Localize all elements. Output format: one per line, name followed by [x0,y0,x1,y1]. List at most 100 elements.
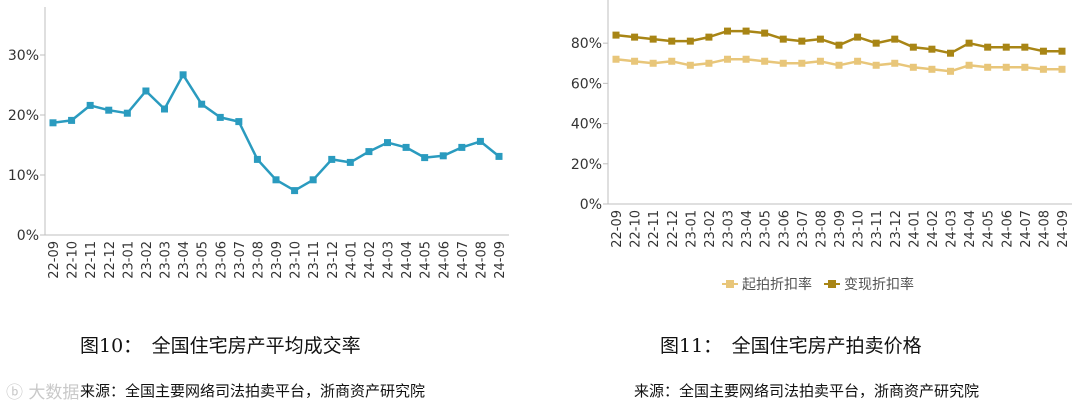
data-point [891,59,899,67]
x-tick-label: 24-07 [1019,210,1034,248]
x-tick-label: 23-02 [140,241,155,279]
data-point [1002,43,1010,51]
data-point [402,143,410,151]
x-tick-label: 24-04 [400,241,415,279]
y-tick-label: 0% [17,228,39,244]
data-point [1058,65,1066,73]
data-point [779,59,787,67]
x-tick-label: 23-06 [214,241,229,279]
y-tick-label: 0% [580,197,602,213]
data-point [705,33,713,41]
figure-caption-10: 图10： 全国住宅房产平均成交率 [80,335,361,357]
x-tick-label: 24-08 [1037,210,1052,248]
chart-auction-price-discount: 0% 20% 40% 60% 80% 22-09 22-10 22-11 22-12 23-01 2… [571,0,1072,293]
data-point [928,65,936,73]
x-tick-label: 24-06 [1000,210,1015,248]
data-point [854,33,862,41]
x-tick-label: 23-07 [796,210,811,248]
data-point [909,63,917,71]
data-point [872,39,880,47]
x-tick-label: 23-03 [722,210,737,248]
x-tick-label: 23-12 [326,241,341,279]
data-point [835,61,843,69]
data-point [198,100,206,108]
x-tick-label: 24-01 [344,241,359,279]
legend-label: 变现折扣率 [844,276,914,293]
data-point [235,118,243,126]
source-note-right: 来源：全国主要网络司法拍卖平台，浙商资产研究院 [634,382,980,400]
data-point [1039,65,1047,73]
data-point [86,101,94,109]
x-tick-label: 24-02 [363,241,378,279]
data-point [724,55,731,63]
data-point [742,55,750,63]
x-tick-label: 23-12 [889,210,904,248]
x-tick-label: 23-04 [740,210,755,248]
x-tick-label: 23-05 [759,210,774,248]
data-point [984,63,992,71]
data-point [816,35,824,43]
data-point [439,152,447,160]
data-point [365,148,373,156]
x-tick-label: 23-10 [289,241,304,279]
data-point [161,105,168,113]
data-point [761,29,769,37]
x-tick-label: 24-02 [926,210,941,248]
x-tick-label: 24-08 [474,241,489,279]
x-tick-label: 22-11 [647,210,662,248]
data-point [816,57,824,65]
x-tick-label: 23-09 [270,241,285,279]
data-point [1021,43,1029,51]
data-point [631,33,639,41]
data-point [1058,47,1066,55]
x-tick-label: 22-10 [66,241,81,279]
data-point [1021,63,1029,71]
data-point [649,59,657,67]
data-point [458,143,466,151]
data-point [123,109,131,117]
x-tick-label: 24-05 [982,210,997,248]
x-tick-label: 23-02 [703,210,718,248]
data-point [965,39,973,47]
data-point [346,158,354,166]
data-point [965,61,973,69]
data-point [909,43,917,51]
data-point [1039,47,1047,55]
data-point [328,155,336,163]
data-point [476,137,484,145]
x-tick-label: 22-09 [610,210,625,248]
x-tick-label: 24-07 [456,241,471,279]
x-tick-label: 23-08 [251,241,266,279]
y-tick-label: 10% [8,168,39,184]
y-tick-label: 20% [8,108,39,124]
data-point [291,187,299,195]
x-tick-label: 23-09 [833,210,848,248]
data-point [105,106,113,114]
x-tick-label: 23-01 [684,210,699,248]
x-tick-label: 24-09 [493,241,508,279]
data-point [142,87,150,95]
watermark-logo: ⓑ 大数据 [6,383,80,403]
x-tick-label: 24-04 [963,210,978,248]
data-point [495,152,503,160]
x-tick-label: 23-11 [307,241,322,279]
data-point [798,59,806,67]
watermark-text: 大数据 [28,383,80,403]
chart-average-transaction-rate: 0% 10% 20% 30% 22-09 22-10 22-11 22-12 23-01 23-0… [8,7,509,279]
x-tick-label: 23-10 [852,210,867,248]
data-point [872,61,880,69]
data-point [947,67,954,75]
x-tick-label: 23-03 [159,241,174,279]
data-point [668,57,676,65]
data-point [686,61,694,69]
legend-swatch-marker [828,280,836,288]
x-tick-label: 22-12 [103,241,118,279]
series-line [52,73,500,192]
data-point [309,176,317,184]
data-point [798,37,806,45]
x-tick-label: 23-05 [196,241,211,279]
data-point [421,154,429,162]
x-tick-label: 23-01 [121,241,136,279]
legend-label: 起拍折扣率 [742,276,812,293]
data-point [835,41,843,49]
